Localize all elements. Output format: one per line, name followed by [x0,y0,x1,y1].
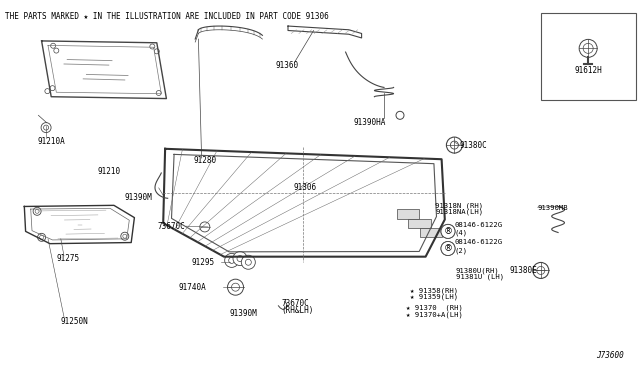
Circle shape [233,251,247,266]
Text: ★ 91359(LH): ★ 91359(LH) [410,294,458,300]
Circle shape [41,123,51,132]
Circle shape [583,44,593,53]
Circle shape [38,233,45,241]
Circle shape [237,256,243,262]
Circle shape [50,86,55,91]
Circle shape [54,48,59,53]
Circle shape [537,266,545,275]
Text: B: B [446,229,450,234]
Text: (4): (4) [454,230,468,237]
Circle shape [200,222,210,232]
Circle shape [51,43,56,48]
Text: 08146-6122G: 08146-6122G [454,239,502,245]
Text: 91360: 91360 [275,61,298,70]
Circle shape [123,234,127,238]
Bar [541,13,636,100]
Text: 91275: 91275 [56,254,79,263]
Circle shape [441,224,455,238]
Text: ®: ® [444,244,452,253]
Text: 91295: 91295 [191,258,214,267]
Circle shape [40,235,44,239]
Circle shape [225,253,239,267]
Text: ★ 91370+A(LH): ★ 91370+A(LH) [406,311,463,318]
Circle shape [232,283,239,291]
Text: 91390M: 91390M [229,309,257,318]
Text: 91280: 91280 [193,156,216,165]
Circle shape [451,141,458,149]
Text: 91381U (LH): 91381U (LH) [456,274,504,280]
Circle shape [532,262,548,279]
Text: 91380C: 91380C [460,141,487,150]
Text: B: B [446,246,450,251]
Circle shape [245,259,252,265]
Text: (2): (2) [454,247,468,254]
Text: THE PARTS MARKED ★ IN THE ILLUSTRATION ARE INCLUDED IN PART CODE 91306: THE PARTS MARKED ★ IN THE ILLUSTRATION A… [5,12,329,21]
Text: J73600: J73600 [596,351,624,360]
Text: 08146-6122G: 08146-6122G [454,222,502,228]
Text: 91210: 91210 [97,167,120,176]
Circle shape [441,224,455,238]
Circle shape [45,89,50,94]
Circle shape [156,90,161,96]
Text: 91612H: 91612H [574,66,602,75]
Text: 91318NA(LH): 91318NA(LH) [435,208,483,215]
Text: 91210A: 91210A [37,137,65,146]
Text: 91250N: 91250N [61,317,88,326]
Circle shape [35,209,39,213]
Circle shape [228,257,235,263]
Text: 91380U(RH): 91380U(RH) [456,267,499,274]
Circle shape [150,44,155,49]
Circle shape [396,111,404,119]
Text: 73670C: 73670C [158,222,186,231]
Circle shape [44,125,49,130]
Circle shape [441,241,455,256]
Text: 91740A: 91740A [179,283,206,292]
Circle shape [579,39,597,57]
Text: ★ 91370  (RH): ★ 91370 (RH) [406,305,463,311]
Circle shape [241,255,255,269]
Circle shape [228,279,243,295]
Text: 91390HA: 91390HA [353,118,386,126]
Bar [397,209,419,219]
Text: 91318N (RH): 91318N (RH) [435,202,483,209]
Circle shape [154,49,159,54]
Bar [408,219,431,228]
Text: 91390MB: 91390MB [538,205,568,211]
Circle shape [447,137,463,153]
Text: ®: ® [444,227,452,236]
Text: 91306: 91306 [293,183,316,192]
Text: 91390M: 91390M [125,193,152,202]
Circle shape [441,241,455,256]
Text: 91380E: 91380E [510,266,538,275]
Bar [420,228,442,237]
Circle shape [33,207,41,215]
Circle shape [121,232,129,240]
Text: 73670C: 73670C [282,299,309,308]
Text: ★ 91358(RH): ★ 91358(RH) [410,288,458,294]
Text: (RH&LH): (RH&LH) [282,306,314,315]
